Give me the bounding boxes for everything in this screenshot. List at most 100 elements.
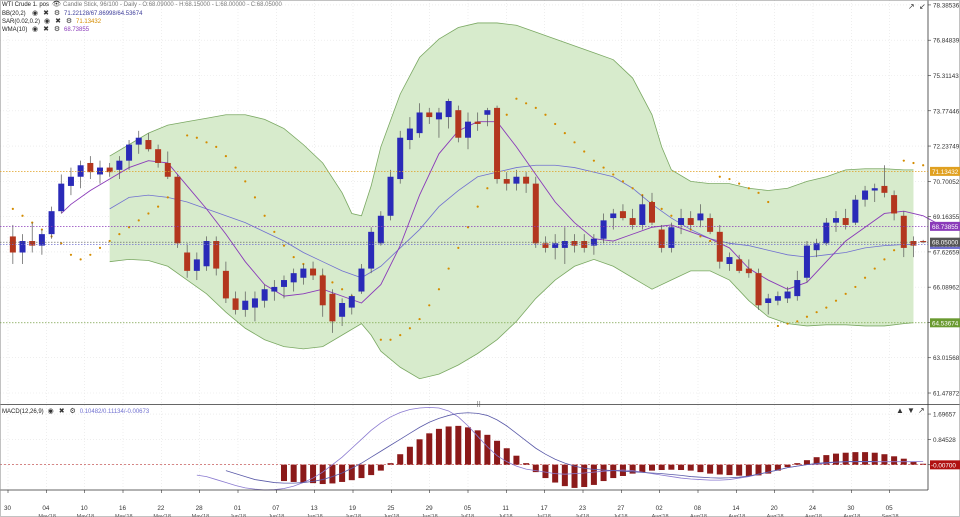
eye-icon[interactable]: ◉ [43,18,51,25]
eye-icon[interactable]: ◉ [31,26,39,33]
candle-body [348,296,355,308]
candle [784,286,791,303]
candle-body [271,286,278,292]
indicator-values: 68.73855 [64,27,90,33]
x-tick-day: 19 [349,505,357,512]
arrow-up-icon[interactable]: ↗ [908,2,915,11]
x-tick-day: 01 [234,505,242,512]
macd-bar [513,455,520,465]
eye-icon[interactable]: ◉ [47,408,54,415]
macd-bar [610,464,617,479]
sar-dot [854,285,857,289]
price-tag-label: 68.73855 [932,224,959,231]
close-icon[interactable]: ✖ [55,18,61,25]
macd-bar [910,461,917,465]
sar-dot [244,180,247,183]
price-tag-label: 71.13432 [932,169,959,176]
candle [368,227,375,274]
gear-icon[interactable]: ⚙ [69,408,76,415]
candle-body [765,298,772,303]
sar-dot [486,187,489,190]
candle [707,213,714,235]
x-tick-day: 20 [771,505,779,512]
close-icon[interactable]: ✖ [43,26,49,33]
eye-icon[interactable]: ◉ [31,10,39,17]
candle-body [600,220,607,239]
macd-bar [494,440,501,465]
candle [794,270,801,301]
candle-body [426,112,433,118]
candle [881,165,888,198]
x-tick-month: Aug'18 [728,514,745,517]
expand-icon[interactable]: ↗ [918,406,925,415]
macd-bar [716,464,723,475]
candle [87,156,94,180]
sar-dot [282,244,286,247]
candle [658,224,665,253]
bb-fill [109,22,914,379]
macd-bar [871,452,878,465]
candle-body [542,243,549,248]
candle-body [135,137,142,145]
gear-icon[interactable]: ⚙ [53,10,61,17]
candle [910,236,917,258]
candle [339,298,346,326]
arrow-down-icon[interactable]: ↙ [919,2,926,11]
x-tick-day: 11 [502,505,509,512]
candles[interactable] [9,98,927,333]
eye-icon[interactable]: 👁 [52,1,61,8]
candle-body [755,273,762,306]
y-tick-label: 67.62659 [933,249,960,256]
sar-dot [137,219,140,222]
candle-body [164,162,171,177]
arrow-down-icon[interactable]: ▼ [907,406,915,415]
panel-controls[interactable]: ↗ ↙ ▲ ▼ ↗ ⠿ [476,2,926,415]
candle [29,222,36,253]
candle-body [900,215,907,248]
candle [542,236,549,253]
candle-body [745,268,752,274]
sar-dot [437,288,441,291]
sar-dot [534,106,537,109]
sar-dot [69,253,73,256]
price-tag-label: 68.05000 [932,240,959,247]
macd-bar [794,463,801,465]
x-tick-day: 14 [732,505,740,512]
candle [377,211,384,246]
x-tick-day: 05 [464,505,472,512]
candle-body [445,101,452,118]
sar-dot [79,258,82,261]
indicator-values: 71.13432 [76,19,102,25]
resize-handle[interactable]: ⠿ [476,401,481,409]
candle-body [484,110,491,115]
arrow-up-icon[interactable]: ▲ [896,406,904,415]
sar-dot [418,317,421,321]
gear-icon[interactable]: ⚙ [65,18,73,25]
macd-bar [765,464,772,474]
price-labels: 71.1343268.7385567.8699868.0500064.53674… [0,166,960,470]
macd-bar [639,464,646,473]
x-tick-day: 04 [42,505,50,512]
x-tick-day: 13 [311,505,319,512]
candle [745,259,752,278]
candle-body [329,293,336,322]
macd-bar [426,433,433,465]
candle [348,293,355,315]
candle [774,291,781,306]
candle [736,254,743,274]
close-icon[interactable]: ✖ [58,408,65,415]
candle-body [280,280,288,287]
gear-icon[interactable]: ⚙ [53,26,61,33]
candle [503,172,510,191]
macd-signal-line [225,412,875,484]
x-tick-month: May'18 [115,514,133,517]
sar-dot [563,132,566,135]
sar-dot [89,253,92,256]
sar-dot [399,334,402,337]
sar-dot [738,182,741,185]
candle [19,234,26,264]
candle [494,105,501,184]
close-icon[interactable]: ✖ [43,10,49,17]
candle-body [891,195,898,214]
